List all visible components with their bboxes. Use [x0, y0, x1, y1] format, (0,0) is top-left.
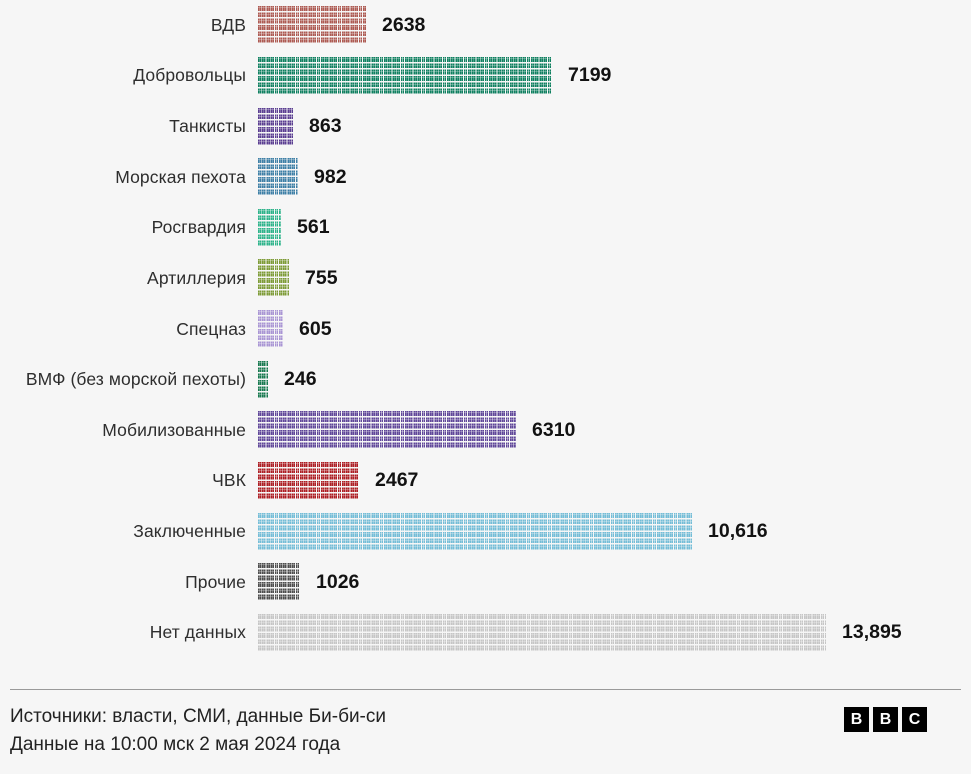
category-label: ВДВ	[210, 14, 246, 35]
chart-row: ЧВК 2467	[0, 456, 971, 507]
category-label: Танкисты	[169, 116, 246, 137]
value-label: 1026	[316, 570, 360, 593]
pictogram-bar	[258, 563, 300, 602]
category-label: ЧВК	[212, 470, 246, 491]
bbc-logo-letter: C	[902, 707, 927, 733]
category-label: Заключенные	[133, 521, 246, 542]
category-label: Спецназ	[176, 318, 246, 339]
pictogram-bar	[258, 6, 366, 45]
footer: Источники: власти, СМИ, данные Би-би-си …	[10, 689, 961, 759]
value-label: 6310	[532, 418, 576, 441]
chart-row: Росгвардия 561	[0, 203, 971, 254]
pictogram-bar	[258, 56, 552, 95]
value-label: 10,616	[708, 520, 768, 543]
value-label: 982	[314, 165, 347, 188]
footer-text: Источники: власти, СМИ, данные Би-би-си …	[10, 703, 386, 759]
value-label: 246	[284, 368, 317, 391]
chart-row: Спецназ 605	[0, 304, 971, 355]
chart-row: Артиллерия 755	[0, 253, 971, 304]
category-label: Мобилизованные	[102, 419, 246, 440]
bbc-logo-letter: B	[873, 707, 898, 733]
chart-row: Танкисты 863	[0, 101, 971, 152]
source-line: Источники: власти, СМИ, данные Би-би-си	[10, 706, 387, 728]
pictogram-bar	[258, 613, 826, 652]
chart-row: Мобилизованные 6310	[0, 405, 971, 456]
category-label: Росгвардия	[151, 217, 246, 238]
category-label: Прочие	[185, 571, 246, 592]
bbc-logo-letter: B	[844, 707, 869, 733]
pictogram-bar	[258, 512, 692, 551]
category-label: Нет данных	[149, 622, 246, 643]
value-label: 561	[297, 216, 330, 239]
chart-row: ВДВ 2638	[0, 0, 971, 51]
pictogram-bar	[258, 360, 268, 399]
value-label: 13,895	[842, 621, 902, 644]
date-line: Данные на 10:00 мск 2 мая 2024 года	[10, 734, 341, 756]
category-label: Добровольцы	[133, 65, 246, 86]
chart-row: Морская пехота 982	[0, 152, 971, 203]
pictogram-bar	[258, 158, 298, 197]
chart-row: Добровольцы 7199	[0, 51, 971, 102]
pictogram-bar	[258, 310, 283, 349]
pictogram-bar	[258, 208, 281, 247]
value-label: 863	[309, 115, 342, 138]
chart-row: ВМФ (без морской пехоты) 246	[0, 354, 971, 405]
category-label: Морская пехота	[115, 166, 246, 187]
pictogram-bar-chart: ВДВ 2638 Добровольцы 7199 Танкисты 863 М…	[0, 0, 971, 659]
chart-row: Заключенные 10,616	[0, 506, 971, 557]
category-label: ВМФ (без морской пехоты)	[25, 369, 246, 390]
pictogram-bar	[258, 411, 516, 450]
category-label: Артиллерия	[147, 267, 246, 288]
value-label: 755	[305, 266, 338, 289]
value-label: 605	[299, 317, 332, 340]
pictogram-bar	[258, 259, 289, 298]
chart-row: Прочие 1026	[0, 557, 971, 608]
chart-row: Нет данных 13,895	[0, 608, 971, 659]
value-label: 2638	[382, 13, 426, 36]
value-label: 7199	[568, 64, 612, 87]
value-label: 2467	[375, 469, 419, 492]
pictogram-bar	[258, 107, 293, 146]
pictogram-bar	[258, 461, 359, 500]
